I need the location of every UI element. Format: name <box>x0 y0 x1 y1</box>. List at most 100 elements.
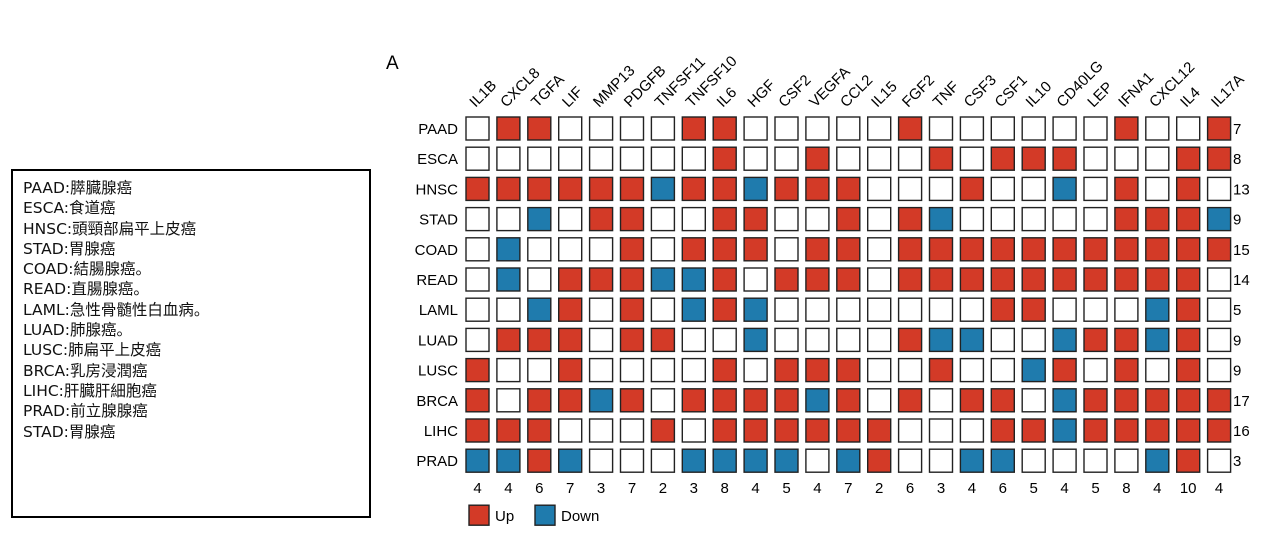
heatmap-cell <box>588 297 614 322</box>
column-label: CSF1 <box>992 72 1031 111</box>
heatmap-cell <box>1052 237 1077 262</box>
heatmap-cell <box>681 237 706 262</box>
heatmap-cell <box>897 327 923 353</box>
heatmap-cell <box>774 327 799 353</box>
heatmap-cell <box>1206 418 1232 443</box>
heatmap-cell <box>990 357 1015 383</box>
heatmap-cell <box>836 146 861 171</box>
row-label: LAML <box>419 302 458 319</box>
heatmap-cell <box>619 448 645 473</box>
row-label: ESCA <box>417 151 458 168</box>
heatmap-cell <box>1145 357 1170 383</box>
heatmap-cell <box>496 297 521 322</box>
heatmap-cell <box>1206 357 1232 383</box>
heatmap-cell <box>897 357 923 383</box>
heatmap-cell <box>712 388 737 413</box>
heatmap-cell <box>743 418 768 443</box>
heatmap-cell <box>1206 206 1232 232</box>
heatmap-cell <box>527 357 552 383</box>
abbrev-entry: BRCA:乳房浸潤癌 <box>23 361 148 380</box>
column-total: 7 <box>566 480 574 497</box>
row-label: LIHC <box>424 423 458 440</box>
heatmap-cell <box>527 448 552 473</box>
heatmap-cell <box>619 388 645 413</box>
heatmap-cell <box>588 327 614 353</box>
abbrev-entry: COAD:結腸腺癌。 <box>23 260 152 279</box>
heatmap-cell <box>959 448 985 473</box>
abbrev-entry: LUAD:肺腺癌。 <box>23 321 132 340</box>
row-total: 14 <box>1233 272 1250 289</box>
heatmap-cell <box>1175 237 1201 262</box>
heatmap-cell <box>496 267 521 292</box>
heatmap-cell <box>1114 327 1139 353</box>
heatmap-cell <box>712 357 737 383</box>
heatmap-cell <box>1206 297 1232 322</box>
heatmap-cell <box>743 176 768 202</box>
heatmap-cell <box>527 267 552 292</box>
heatmap-cell <box>867 357 892 383</box>
heatmap-cell <box>1114 116 1139 141</box>
heatmap-cell <box>1021 418 1046 443</box>
heatmap-cell <box>712 418 737 443</box>
heatmap-cell <box>1145 297 1170 322</box>
heatmap-cell <box>1114 418 1139 443</box>
heatmap-cell <box>1206 237 1232 262</box>
heatmap-cell <box>805 418 830 443</box>
heatmap-cell <box>1114 448 1139 473</box>
heatmap-cell <box>805 116 830 141</box>
heatmap-cell <box>681 327 706 353</box>
heatmap-cell <box>774 418 799 443</box>
heatmap-cell <box>1052 357 1077 383</box>
abbrev-entry: LUSC:肺扁平上皮癌 <box>23 341 162 360</box>
heatmap-cell <box>496 116 521 141</box>
row-label: PRAD <box>416 453 458 470</box>
heatmap-cell <box>928 176 954 202</box>
heatmap-cell <box>1206 327 1232 353</box>
column-total: 5 <box>1030 480 1038 497</box>
heatmap-cell <box>1021 327 1046 353</box>
heatmap-cell <box>1052 448 1077 473</box>
heatmap-cell <box>1083 327 1108 353</box>
heatmap-cell <box>1114 206 1139 232</box>
legend-label: Up <box>495 508 514 525</box>
heatmap-cell <box>1052 146 1077 171</box>
heatmap-cell <box>619 237 645 262</box>
column-label: CSF3 <box>961 72 1000 111</box>
heatmap-cell <box>774 388 799 413</box>
heatmap-cell <box>1175 267 1201 292</box>
heatmap-cell <box>1114 237 1139 262</box>
heatmap-cell <box>959 146 985 171</box>
heatmap-cell <box>527 116 552 141</box>
heatmap-cell <box>527 297 552 322</box>
heatmap-cell <box>928 418 954 443</box>
heatmap-cell <box>897 448 923 473</box>
column-total: 8 <box>1122 480 1130 497</box>
heatmap-cell <box>496 237 521 262</box>
heatmap-cell <box>496 357 521 383</box>
heatmap-cell <box>867 146 892 171</box>
heatmap-cell <box>712 176 737 202</box>
heatmap-cell <box>1114 297 1139 322</box>
column-total: 8 <box>721 480 729 497</box>
heatmap-cell <box>650 448 676 473</box>
heatmap-cell <box>836 418 861 443</box>
heatmap-cell <box>928 146 954 171</box>
heatmap-cell <box>928 116 954 141</box>
heatmap-cell <box>1083 176 1108 202</box>
column-total: 3 <box>597 480 605 497</box>
heatmap-cell <box>588 206 614 232</box>
heatmap-cell <box>990 116 1015 141</box>
heatmap-cell <box>743 327 768 353</box>
row-label: STAD <box>419 212 458 229</box>
heatmap-cell <box>558 297 583 322</box>
heatmap-cell <box>774 357 799 383</box>
row-label: BRCA <box>416 393 458 410</box>
column-total: 3 <box>937 480 945 497</box>
row-total: 17 <box>1233 393 1250 410</box>
heatmap-cell <box>774 237 799 262</box>
heatmap-cell <box>1175 448 1201 473</box>
heatmap-cell <box>805 357 830 383</box>
heatmap-cell <box>650 146 676 171</box>
heatmap-cell <box>712 327 737 353</box>
heatmap-cell <box>619 116 645 141</box>
